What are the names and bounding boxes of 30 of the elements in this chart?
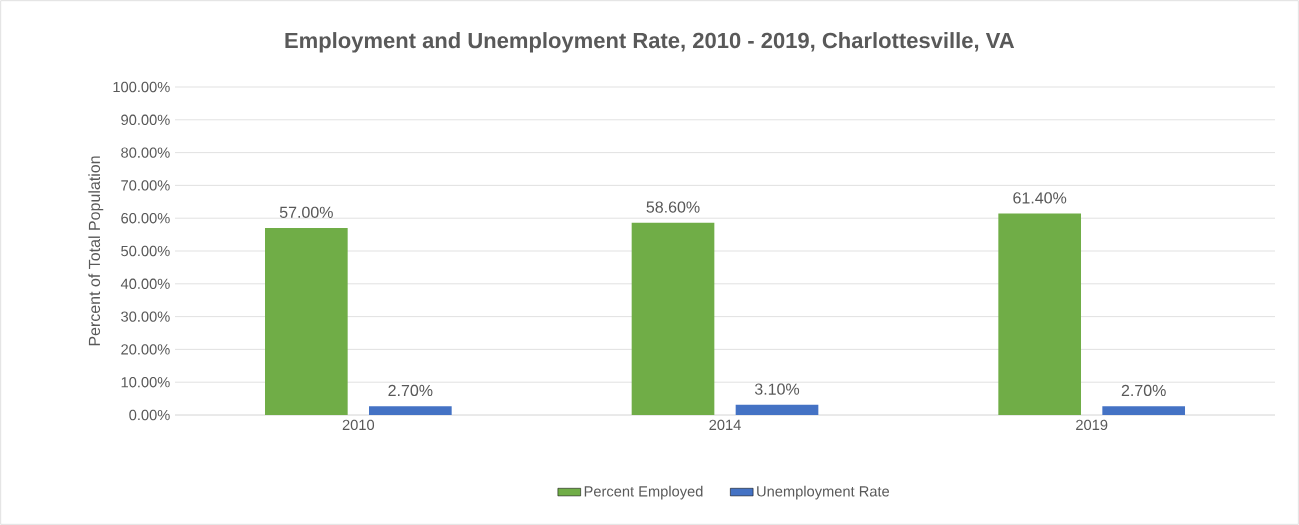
- x-tick-label: 2019: [1076, 419, 1108, 431]
- y-tick-label: 60.00%: [121, 213, 170, 224]
- bar: [631, 222, 715, 415]
- data-label: 2.70%: [388, 384, 433, 397]
- bar: [998, 213, 1082, 415]
- data-label: 3.10%: [754, 383, 800, 395]
- bar: [735, 404, 819, 415]
- y-tick-label: 90.00%: [121, 114, 170, 125]
- y-tick-label: 10.00%: [121, 377, 170, 388]
- y-tick-label: 0.00%: [129, 409, 170, 421]
- y-tick-label: 30.00%: [121, 311, 170, 322]
- y-tick-label: 50.00%: [121, 245, 170, 257]
- y-axis-title: Percent of Total Population: [88, 156, 104, 346]
- bar: [1102, 406, 1186, 415]
- y-tick-label: 40.00%: [120, 278, 170, 289]
- data-label: 58.60%: [646, 201, 700, 213]
- x-tick-label: 2010: [342, 419, 375, 431]
- chart-title: Employment and Unemployment Rate, 2010 - 2019, Charlottesville, VA: [285, 32, 1015, 53]
- data-label: 61.40%: [1013, 192, 1067, 204]
- x-tick-label: 2014: [709, 419, 741, 431]
- y-tick-label: 100.00%: [113, 81, 170, 93]
- data-label: 57.00%: [279, 206, 333, 218]
- bar: [265, 228, 348, 415]
- y-tick-label: 80.00%: [121, 147, 170, 158]
- y-tick-label: 70.00%: [121, 180, 170, 191]
- legend-label: Unemployment Rate: [757, 485, 890, 500]
- y-tick-label: 20.00%: [121, 344, 170, 355]
- data-label: 2.70%: [1121, 384, 1166, 397]
- bar: [369, 406, 452, 415]
- legend-label: Percent Employed: [584, 485, 703, 500]
